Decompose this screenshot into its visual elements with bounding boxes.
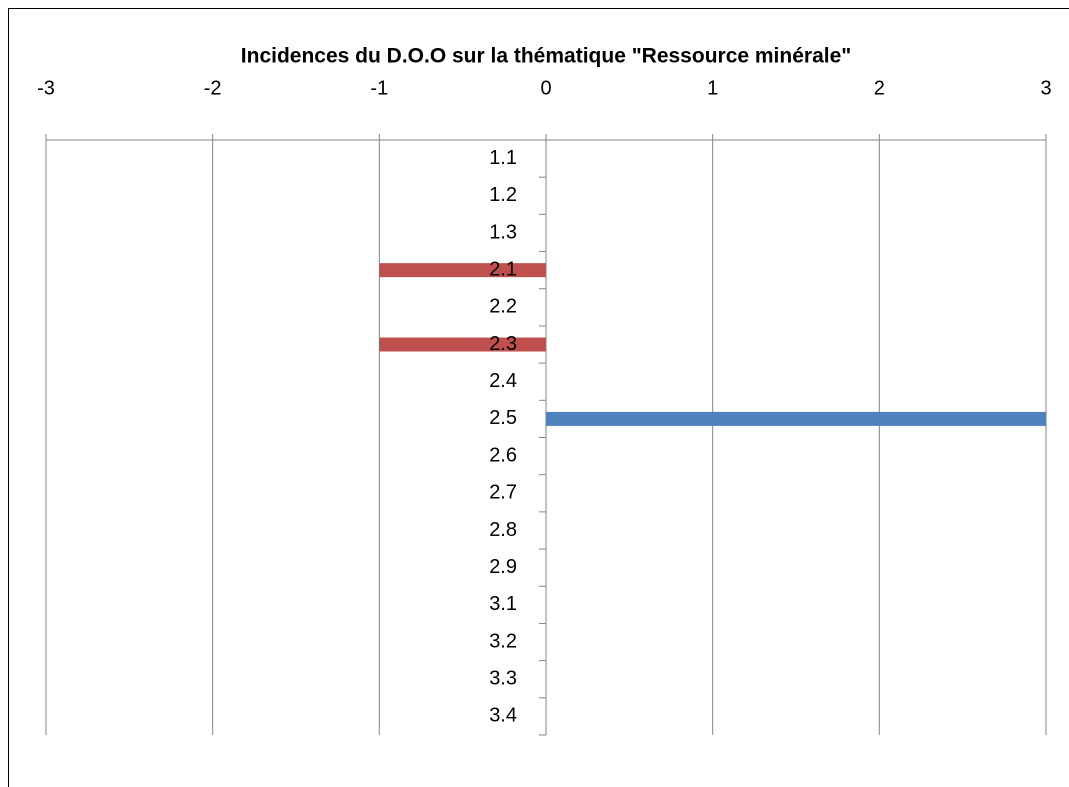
- y-tick-label: 1.2: [489, 184, 517, 206]
- y-tick-label: 1.1: [489, 147, 517, 169]
- x-tick-label: -2: [204, 77, 222, 99]
- bar: [546, 411, 1046, 426]
- x-tick-label: 0: [540, 77, 551, 99]
- x-tick-label: 3: [1040, 77, 1051, 99]
- y-tick-label: 2.1: [489, 258, 517, 280]
- x-tick-label: -3: [37, 77, 55, 99]
- chart-frame: [8, 8, 1069, 787]
- y-tick-label: 1.3: [489, 221, 517, 243]
- y-tick-label: 2.3: [489, 333, 517, 355]
- y-tick-label: 2.8: [489, 519, 517, 541]
- bar: [379, 337, 546, 352]
- bar: [379, 263, 546, 278]
- y-tick-label: 2.4: [489, 370, 517, 392]
- y-tick-label: 2.6: [489, 444, 517, 466]
- chart-title: Incidences du D.O.O sur la thématique "R…: [241, 45, 851, 68]
- y-tick-label: 3.2: [489, 630, 517, 652]
- y-tick-label: 3.3: [489, 668, 517, 690]
- y-tick-label: 2.5: [489, 407, 517, 429]
- y-tick-label: 2.9: [489, 556, 517, 578]
- x-tick-label: 2: [874, 77, 885, 99]
- y-tick-label: 3.1: [489, 593, 517, 615]
- x-tick-label: 1: [707, 77, 718, 99]
- y-tick-label: 2.2: [489, 296, 517, 318]
- y-tick-label: 3.4: [489, 705, 517, 727]
- y-tick-label: 2.7: [489, 482, 517, 504]
- x-tick-label: -1: [370, 77, 388, 99]
